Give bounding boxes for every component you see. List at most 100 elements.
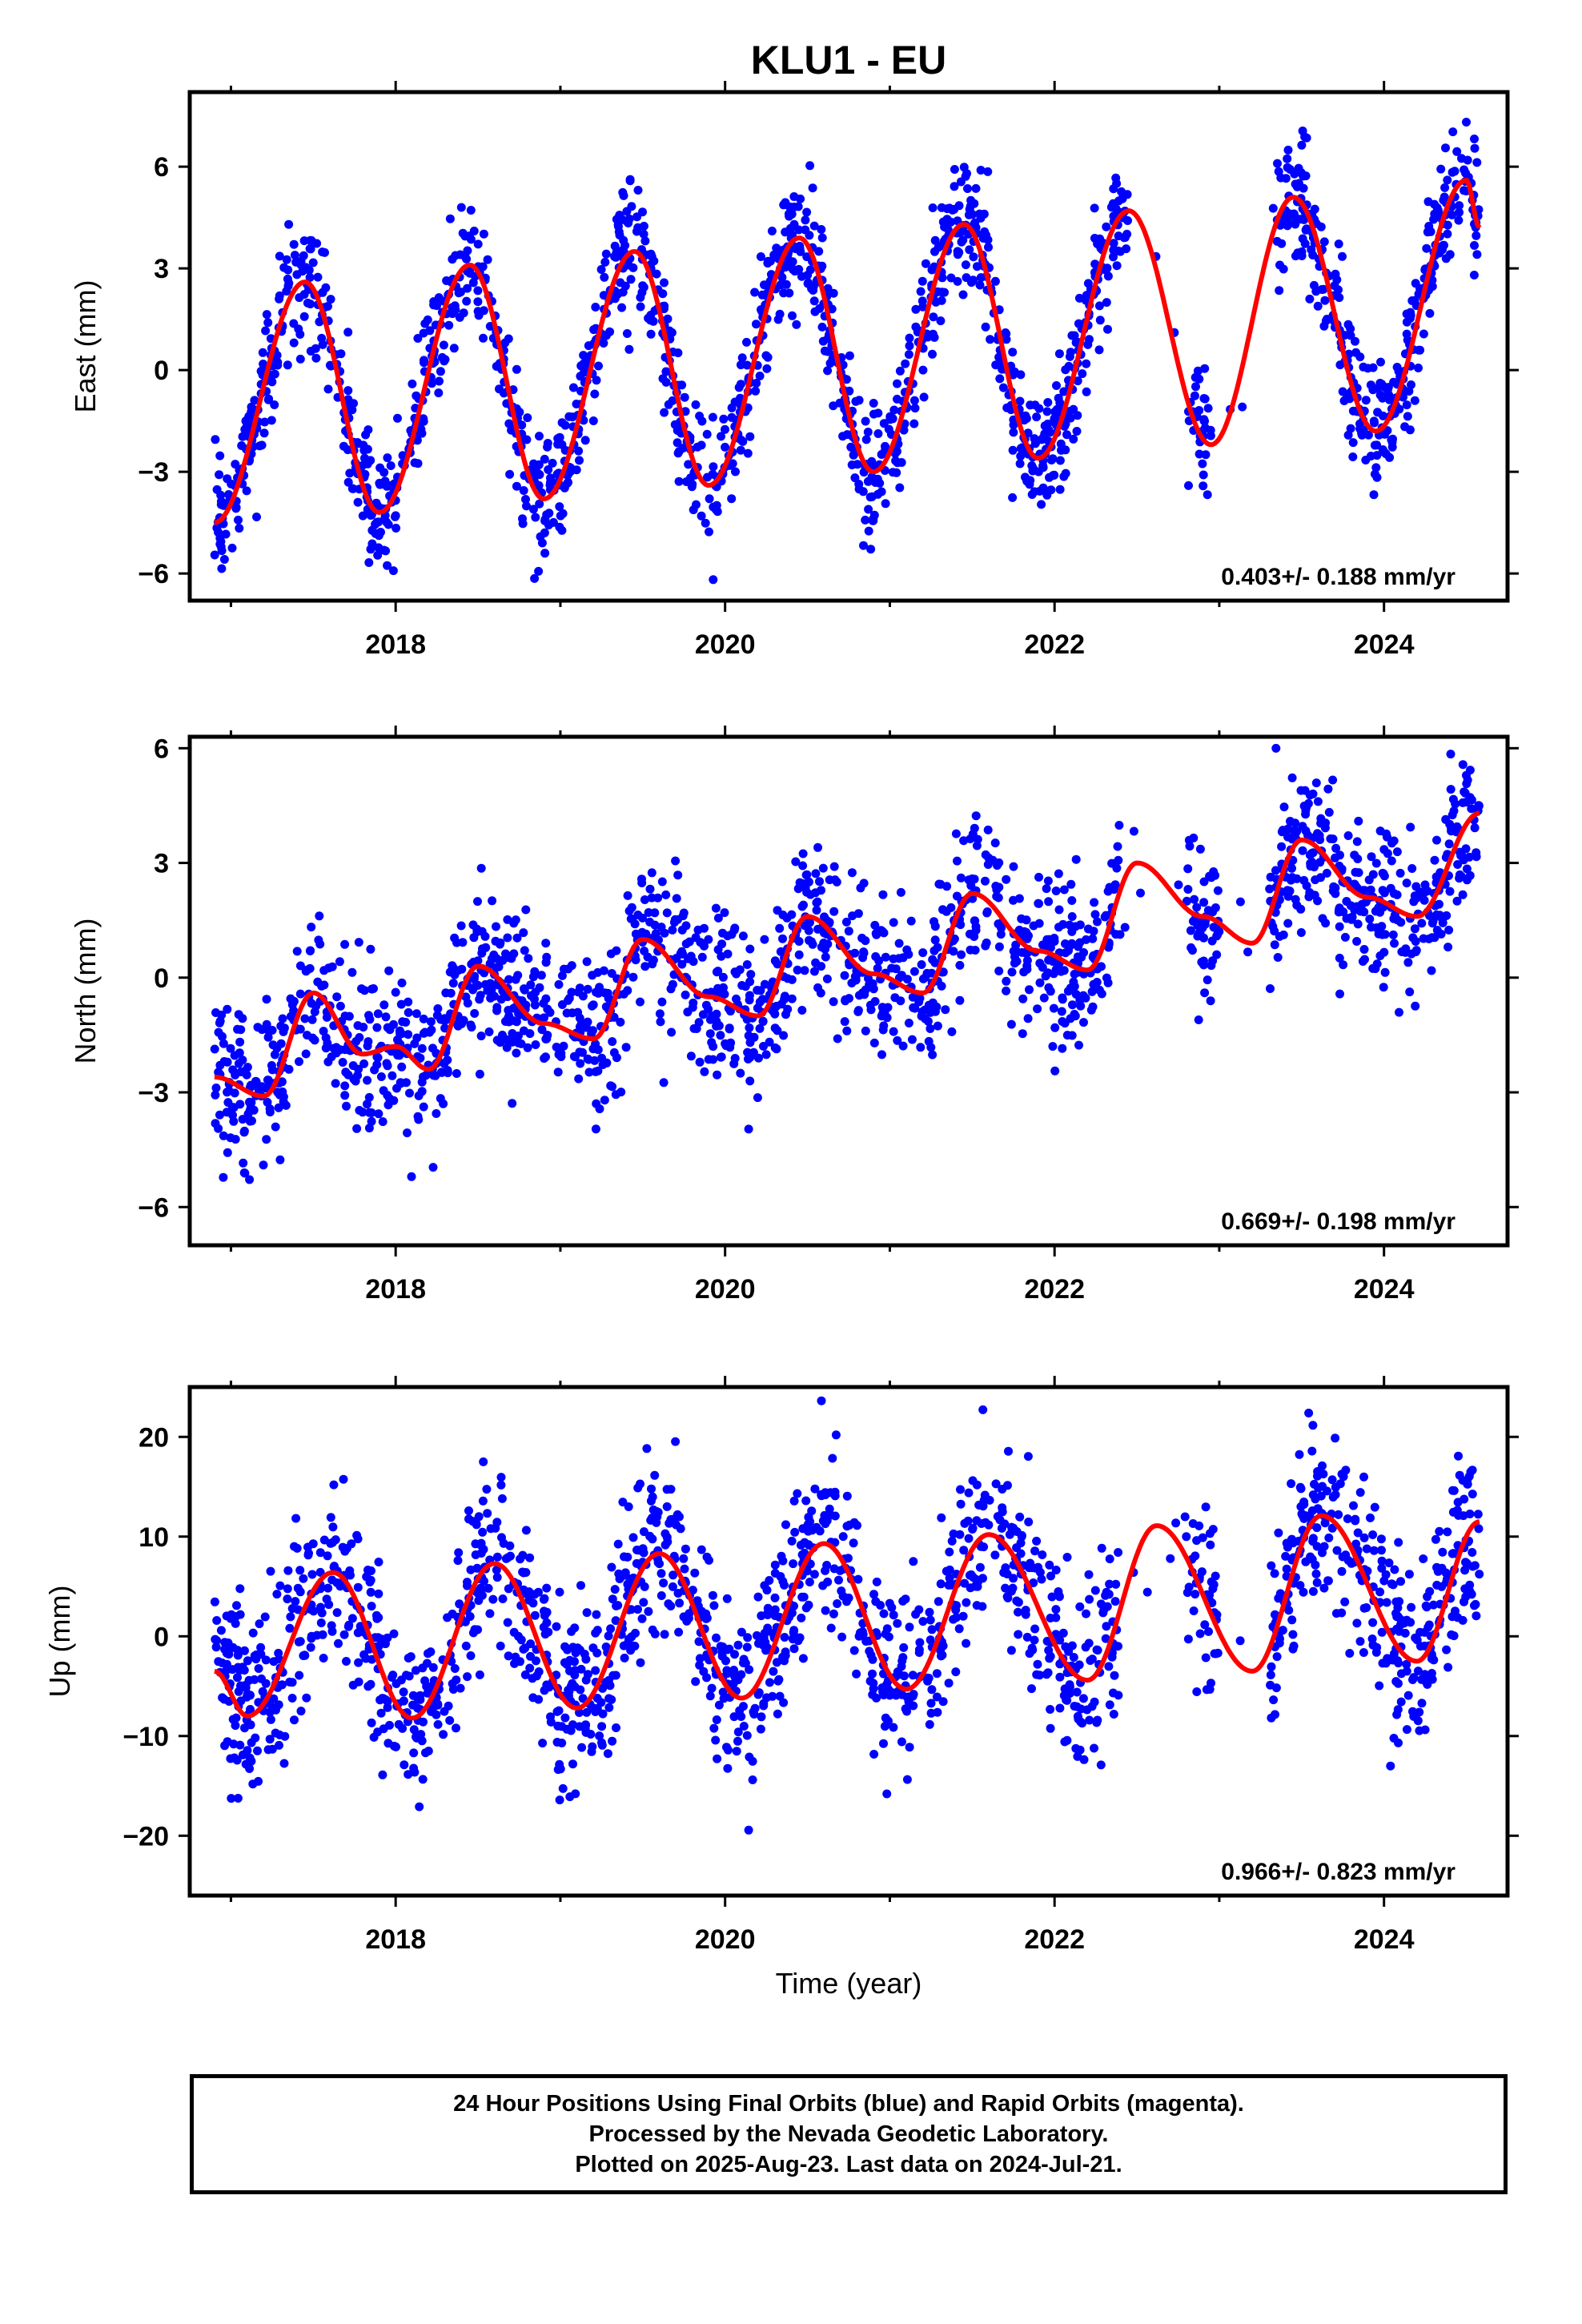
- data-point: [1015, 1512, 1025, 1522]
- data-point: [1445, 887, 1455, 896]
- y-tick-label: −3: [138, 457, 169, 488]
- data-point: [964, 1488, 974, 1498]
- data-point: [909, 396, 919, 405]
- data-point: [1447, 826, 1456, 836]
- data-point: [308, 258, 318, 267]
- data-point: [802, 252, 812, 262]
- data-point: [358, 511, 367, 521]
- data-point: [954, 247, 964, 257]
- data-point: [1142, 1587, 1152, 1597]
- data-point: [235, 1584, 245, 1594]
- data-point: [923, 330, 933, 340]
- data-point: [1389, 836, 1399, 846]
- data-point: [1037, 1574, 1046, 1584]
- data-point: [858, 953, 868, 963]
- data-point: [966, 945, 975, 955]
- data-point: [1468, 1490, 1477, 1499]
- data-point: [243, 1063, 252, 1072]
- data-point: [713, 1070, 722, 1080]
- data-point: [1016, 452, 1026, 461]
- data-point: [780, 1633, 789, 1642]
- data-point: [353, 1021, 363, 1031]
- data-point: [796, 247, 805, 256]
- data-point: [1186, 943, 1196, 952]
- data-point: [905, 1622, 914, 1632]
- data-point: [1059, 387, 1069, 396]
- data-point: [520, 985, 529, 995]
- data-point: [1194, 1015, 1203, 1024]
- data-point: [1271, 1610, 1279, 1619]
- data-point: [1430, 855, 1439, 865]
- data-point: [1447, 210, 1456, 219]
- data-point: [573, 1007, 583, 1017]
- data-point: [885, 412, 895, 421]
- data-point: [625, 175, 635, 184]
- data-point: [1269, 1695, 1279, 1705]
- data-point: [299, 312, 309, 321]
- data-point: [1057, 1007, 1066, 1016]
- data-point: [286, 1612, 295, 1622]
- data-point: [1417, 919, 1427, 928]
- data-point: [708, 1590, 717, 1600]
- data-point: [829, 907, 839, 916]
- data-point: [315, 1548, 325, 1558]
- data-point: [861, 936, 870, 946]
- data-point: [419, 1102, 428, 1112]
- data-point: [1375, 826, 1385, 836]
- data-point: [1335, 953, 1344, 963]
- data-point: [294, 324, 303, 334]
- data-point: [719, 414, 729, 424]
- data-point: [428, 1163, 438, 1172]
- data-point: [656, 1569, 666, 1578]
- data-point: [453, 1021, 463, 1031]
- data-point: [1031, 438, 1041, 448]
- data-point: [1027, 1684, 1036, 1694]
- data-point: [708, 469, 717, 479]
- data-point: [1057, 445, 1066, 455]
- data-point: [1425, 911, 1434, 920]
- data-point: [1354, 868, 1363, 878]
- data-point: [552, 1043, 561, 1051]
- data-point: [397, 1062, 407, 1072]
- data-point: [932, 1692, 942, 1702]
- data-point: [1072, 427, 1082, 436]
- data-point: [811, 869, 821, 879]
- data-point: [1296, 215, 1306, 224]
- data-point: [799, 1592, 809, 1602]
- data-point: [1401, 947, 1410, 957]
- data-point: [1050, 413, 1059, 423]
- data-point: [817, 225, 826, 234]
- data-point: [1071, 1743, 1081, 1753]
- data-point: [433, 1719, 443, 1729]
- data-point: [809, 967, 819, 976]
- data-point: [1074, 293, 1084, 303]
- data-point: [614, 1569, 624, 1578]
- data-point: [1195, 844, 1205, 854]
- data-point: [1071, 338, 1081, 348]
- data-point: [462, 254, 472, 263]
- data-point: [446, 988, 456, 998]
- data-point: [849, 1646, 859, 1655]
- data-point: [696, 938, 705, 947]
- data-point: [681, 477, 691, 486]
- data-point: [878, 890, 888, 899]
- data-point: [809, 286, 818, 295]
- data-point: [520, 946, 529, 955]
- data-point: [576, 1059, 585, 1068]
- data-point: [265, 1108, 275, 1117]
- data-point: [700, 1067, 709, 1076]
- data-point: [1001, 329, 1010, 339]
- data-point: [975, 1562, 985, 1572]
- data-point: [1425, 308, 1435, 318]
- data-point: [691, 400, 701, 409]
- data-point: [748, 1775, 757, 1784]
- data-point: [919, 392, 929, 402]
- data-point: [1359, 1533, 1369, 1542]
- data-point: [364, 1124, 374, 1133]
- data-point: [411, 1666, 420, 1675]
- data-point: [636, 1658, 645, 1667]
- data-point: [534, 480, 544, 490]
- data-point: [918, 1617, 928, 1626]
- data-point: [817, 322, 827, 332]
- data-point: [412, 1033, 422, 1043]
